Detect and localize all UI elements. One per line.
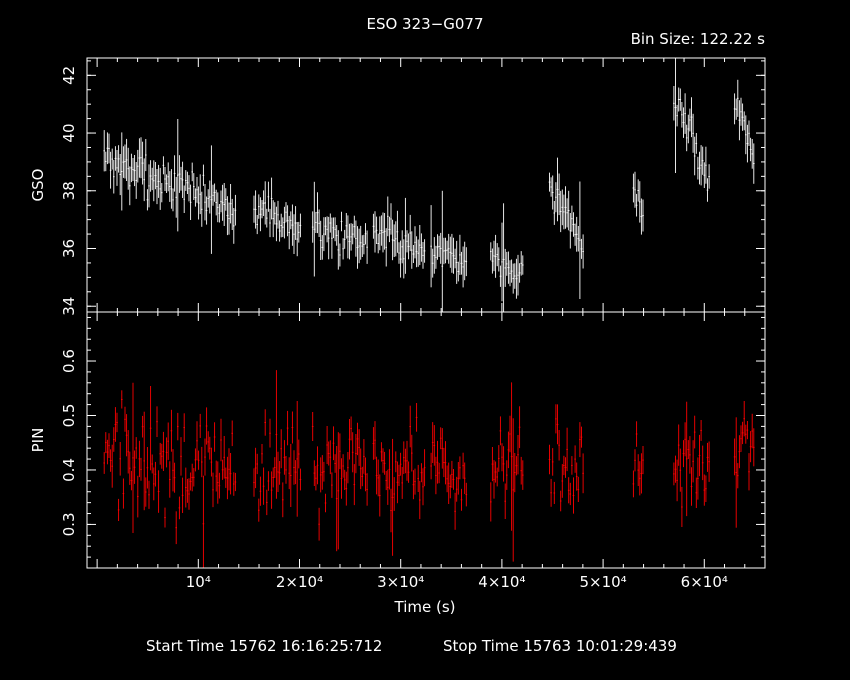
gso-tick-label: 38 [60,181,78,200]
x-tick-label: 6×10⁴ [681,573,728,591]
x-tick-label: 3×10⁴ [377,573,424,591]
pin-tick-label: 0.3 [60,512,78,536]
x-tick-label: 5×10⁴ [579,573,626,591]
gso-data-series [103,58,755,312]
pin-panel-frame [86,311,766,569]
pin-axis-label: PIN [29,428,47,453]
pin-data-series [103,370,755,568]
gso-tick-label: 36 [60,239,78,258]
pin-axis-ticks: 0.3 0.4 0.5 0.6 10⁴ 2×10⁴ 3×10⁴ 4×10⁴ 5×10⁴ 6×10⁴ [60,312,765,591]
pin-tick-label: 0.5 [60,404,78,428]
gso-tick-label: 42 [60,66,78,85]
start-time-label: Start Time 15762 16:16:25:712 [146,637,382,655]
stop-time-label: Stop Time 15763 10:01:29:439 [443,637,677,655]
gso-axis-ticks: 34 36 38 40 42 [60,58,765,316]
gso-axis-label: GSO [29,169,47,202]
gso-tick-label: 34 [60,297,78,316]
x-axis-label: Time (s) [394,598,456,616]
pin-tick-label: 0.6 [60,349,78,373]
x-tick-label: 4×10⁴ [478,573,525,591]
pin-panel: 0.3 0.4 0.5 0.6 10⁴ 2×10⁴ 3×10⁴ 4×10⁴ 5×10⁴ 6×10⁴… [29,311,766,616]
x-tick-label: 2×10⁴ [276,573,323,591]
chart-title: ESO 323−G077 [366,15,483,33]
gso-panel: 34 36 38 40 42 GSO [29,57,766,316]
pin-tick-label: 0.4 [60,458,78,482]
x-tick-label: 10⁴ [186,573,211,591]
bin-size-label: Bin Size: 122.22 s [631,30,766,48]
gso-tick-label: 40 [60,123,78,142]
